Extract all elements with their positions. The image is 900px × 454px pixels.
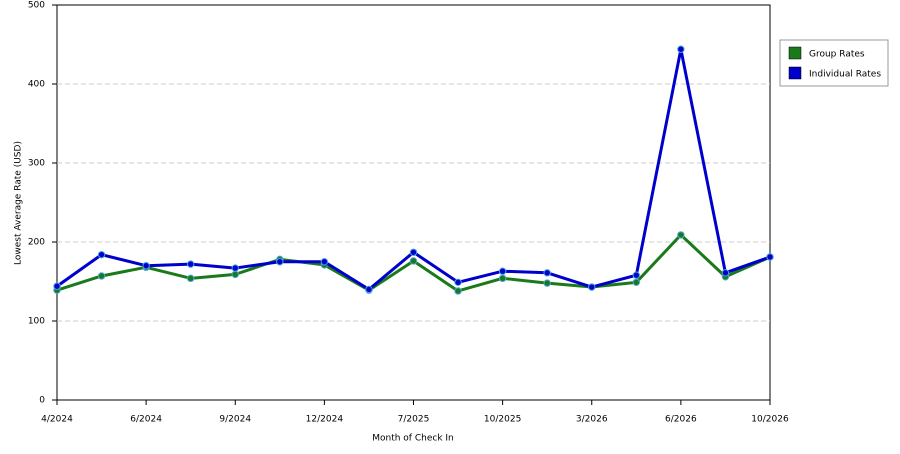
data-point	[498, 274, 507, 283]
x-tick-label: 6/2024	[130, 415, 162, 425]
data-point	[97, 250, 106, 259]
data-point	[632, 278, 641, 286]
data-point	[186, 260, 195, 268]
data-point	[677, 231, 685, 239]
data-point	[588, 283, 596, 291]
y-axis-label: Lowest Average Rate (USD)	[14, 141, 24, 265]
y-tick-label: 300	[28, 159, 45, 169]
data-point	[97, 272, 106, 280]
data-point	[186, 274, 195, 283]
data-point	[498, 267, 507, 275]
y-tick-label: 0	[39, 396, 45, 406]
data-point	[276, 258, 284, 266]
data-point	[632, 271, 641, 279]
x-tick-label: 6/2026	[665, 415, 697, 425]
x-tick-label: 7/2025	[398, 415, 430, 425]
plot-area	[56, 4, 771, 401]
legend-swatch	[788, 46, 802, 60]
legend-swatch	[788, 66, 802, 80]
data-point	[409, 257, 418, 265]
data-point	[53, 282, 61, 290]
data-point	[543, 269, 551, 277]
data-point	[231, 270, 239, 279]
data-point	[142, 262, 150, 270]
x-tick-label: 9/2024	[219, 415, 251, 425]
data-point	[409, 248, 418, 256]
data-point	[231, 264, 239, 272]
data-point	[454, 278, 462, 286]
x-tick-label: 4/2024	[41, 415, 73, 425]
data-point	[721, 269, 730, 277]
data-point	[766, 253, 774, 261]
legend-label: Individual Rates	[809, 70, 881, 80]
legend-label: Group Rates	[809, 50, 865, 60]
x-tick-label: 10/2025	[484, 415, 521, 425]
data-point	[454, 287, 462, 295]
x-axis-label: Month of Check In	[372, 434, 454, 444]
data-point	[677, 45, 685, 53]
y-tick-label: 500	[28, 1, 45, 11]
data-point	[365, 285, 373, 294]
y-tick-label: 200	[28, 238, 45, 248]
y-tick-label: 400	[28, 80, 45, 90]
x-tick-label: 3/2026	[576, 415, 608, 425]
x-tick-label: 10/2026	[751, 415, 789, 425]
data-point	[320, 258, 329, 266]
x-tick-label: 12/2024	[306, 415, 344, 425]
data-point	[543, 279, 551, 287]
y-tick-label: 100	[28, 317, 45, 327]
